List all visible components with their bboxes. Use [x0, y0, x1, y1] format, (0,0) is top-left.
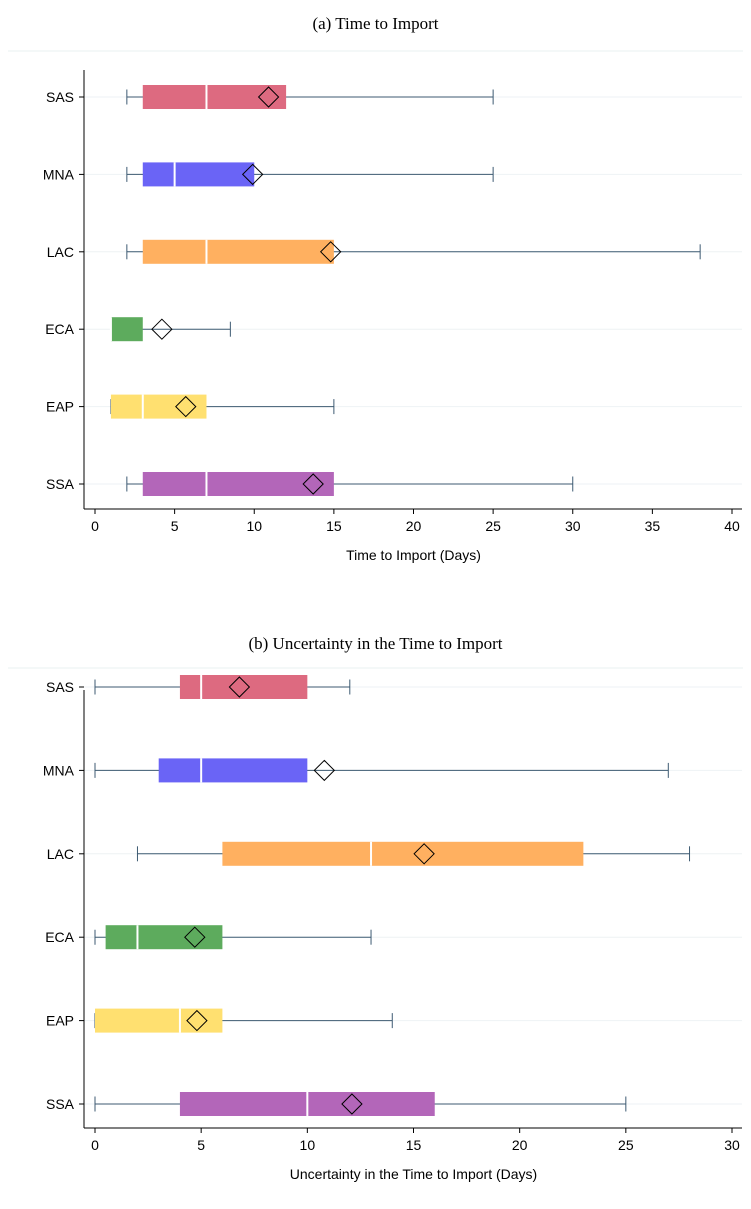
category-label: ECA — [45, 929, 74, 945]
x-axis-title: Time to Import (Days) — [346, 547, 481, 563]
iqr-box — [158, 758, 308, 783]
x-tick-label: 5 — [171, 518, 179, 534]
box-mna — [94, 758, 669, 783]
iqr-box — [142, 85, 287, 109]
mean-marker — [413, 843, 435, 865]
iqr-box — [95, 1008, 223, 1033]
box-ssa — [126, 472, 574, 496]
box-lac — [126, 239, 701, 264]
iqr-box — [105, 925, 223, 950]
x-tick-label: 25 — [485, 518, 501, 534]
box-eap — [94, 1008, 393, 1033]
x-tick-label: 10 — [300, 1137, 316, 1153]
x-tick-label: 25 — [618, 1137, 634, 1153]
box-ssa — [94, 1092, 627, 1116]
category-label: SSA — [46, 476, 75, 492]
mean-marker — [302, 473, 324, 495]
mean-marker — [186, 1009, 208, 1032]
iqr-box — [179, 675, 308, 699]
category-label: MNA — [43, 762, 75, 778]
chart-a-title: (a) Time to Import — [312, 14, 439, 33]
box-sas — [94, 675, 351, 699]
iqr-box — [142, 162, 255, 187]
category-label: LAC — [47, 244, 74, 260]
mean-marker — [228, 676, 251, 698]
x-tick-label: 0 — [91, 518, 99, 534]
x-tick-label: 20 — [406, 518, 422, 534]
mean-marker — [241, 163, 264, 186]
mean-marker — [319, 241, 342, 263]
mean-marker — [184, 926, 206, 948]
iqr-box — [142, 472, 334, 496]
box-mna — [126, 162, 494, 187]
category-label: ECA — [45, 321, 74, 337]
box-eca — [94, 925, 372, 950]
x-tick-label: 10 — [246, 518, 262, 534]
iqr-box — [142, 239, 334, 264]
box-sas — [126, 85, 494, 109]
mean-marker — [341, 1093, 363, 1115]
category-label: EAP — [46, 399, 74, 415]
x-tick-label: 20 — [512, 1137, 528, 1153]
x-tick-label: 5 — [197, 1137, 205, 1153]
x-tick-label: 15 — [406, 1137, 422, 1153]
chart-b-title: (b) Uncertainty in the Time to Import — [248, 634, 503, 653]
mean-marker — [175, 395, 197, 418]
mean-marker — [313, 759, 336, 782]
category-label: SAS — [46, 89, 74, 105]
box-lac — [136, 841, 691, 866]
iqr-box — [110, 317, 143, 342]
category-label: EAP — [46, 1013, 74, 1029]
box-eca — [109, 317, 231, 342]
chart-a: SAS MNA LAC ECA EAP SSA 0 5 10 15 20 25 30 35 40 Time t… — [8, 50, 743, 563]
x-axis-title: Uncertainty in the Time to Import (Days) — [290, 1166, 537, 1182]
category-label: SSA — [46, 1096, 75, 1112]
x-tick-label: 30 — [565, 518, 581, 534]
category-label: LAC — [47, 846, 74, 862]
x-tick-label: 40 — [724, 518, 740, 534]
category-label: MNA — [43, 166, 75, 182]
x-tick-label: 30 — [724, 1137, 740, 1153]
category-label: SAS — [46, 679, 74, 695]
x-tick-label: 35 — [645, 518, 661, 534]
mean-marker — [257, 86, 280, 108]
x-tick-label: 0 — [91, 1137, 99, 1153]
chart-b: SAS MNA LAC ECA EAP SSA 0 5 10 15 20 25 30 Uncertaint… — [8, 667, 743, 1182]
iqr-box — [110, 394, 207, 419]
mean-marker — [151, 318, 173, 340]
box-eap — [110, 394, 335, 419]
x-tick-label: 15 — [326, 518, 342, 534]
iqr-box — [222, 841, 584, 866]
